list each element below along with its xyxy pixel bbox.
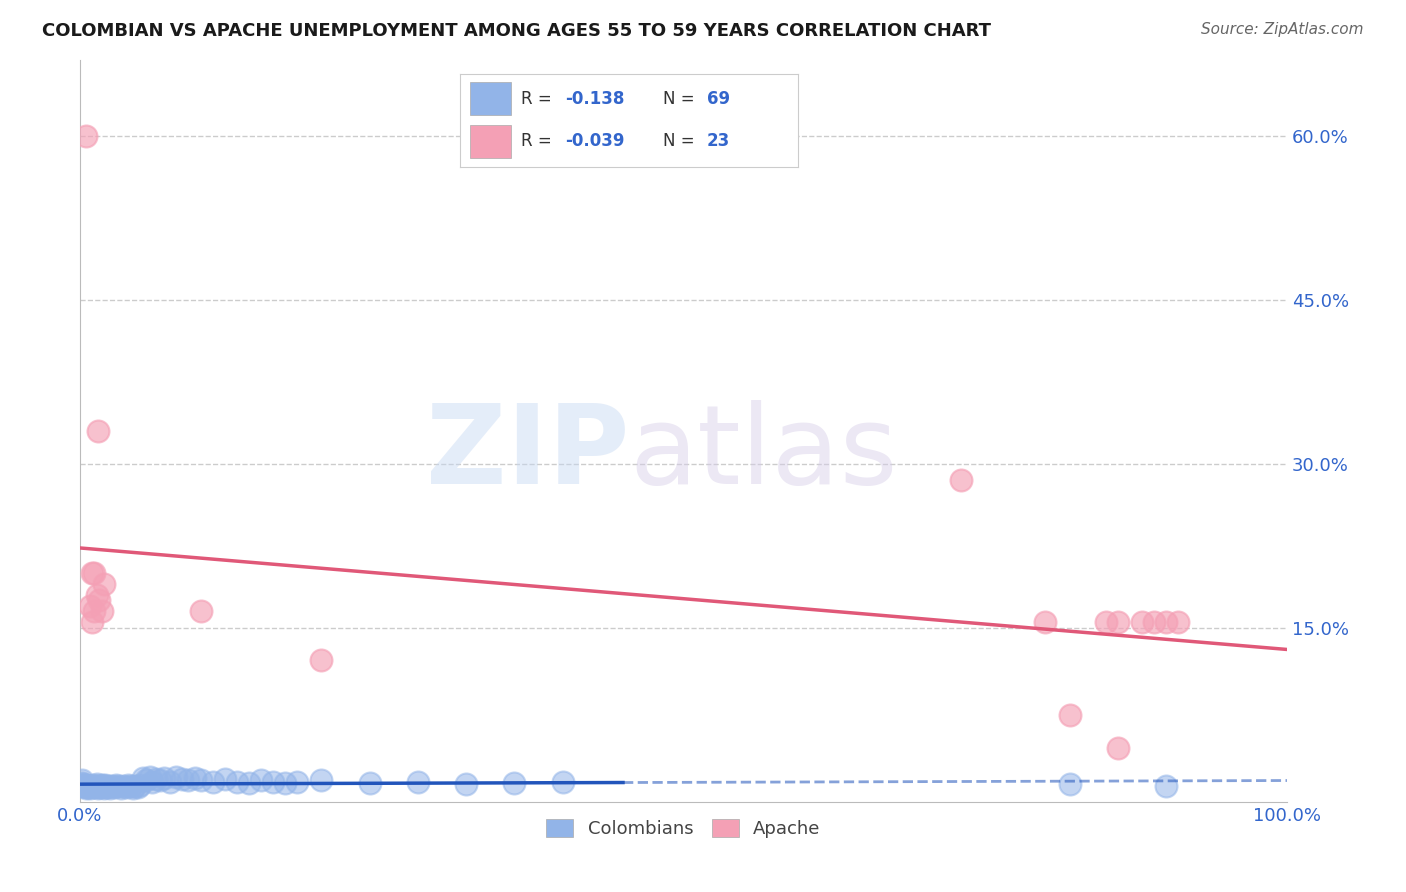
Point xyxy=(949,473,972,487)
Point xyxy=(112,779,135,793)
Point xyxy=(72,779,94,793)
Point xyxy=(145,772,167,787)
Point xyxy=(80,780,103,794)
Point xyxy=(127,780,149,794)
Point xyxy=(72,777,94,791)
Point xyxy=(1059,707,1081,722)
Point xyxy=(238,775,260,789)
Point xyxy=(90,604,112,618)
Point xyxy=(80,615,103,629)
Point xyxy=(83,604,105,618)
Point xyxy=(103,780,125,794)
Point xyxy=(110,780,132,795)
Point xyxy=(79,780,101,795)
Point xyxy=(1107,615,1129,629)
Point xyxy=(139,770,162,784)
Point xyxy=(86,588,108,602)
Point xyxy=(94,778,117,792)
Point xyxy=(503,775,526,789)
Point xyxy=(90,778,112,792)
Point xyxy=(89,780,111,794)
Point xyxy=(84,780,107,794)
Point xyxy=(183,771,205,785)
Point xyxy=(274,775,297,789)
Point xyxy=(120,779,142,793)
Point xyxy=(309,773,332,788)
Point xyxy=(72,775,94,789)
Point xyxy=(359,775,381,789)
Point xyxy=(107,779,129,793)
Point xyxy=(93,780,115,795)
Point xyxy=(177,773,200,788)
Point xyxy=(135,773,157,788)
Point xyxy=(72,773,94,788)
Point xyxy=(82,778,104,792)
Text: Source: ZipAtlas.com: Source: ZipAtlas.com xyxy=(1201,22,1364,37)
Point xyxy=(80,566,103,580)
Point xyxy=(250,773,273,788)
Point xyxy=(75,778,97,792)
Point xyxy=(89,593,111,607)
Point xyxy=(201,774,224,789)
Legend: Colombians, Apache: Colombians, Apache xyxy=(538,812,828,846)
Point xyxy=(91,779,114,793)
Point xyxy=(165,770,187,784)
Point xyxy=(76,780,98,794)
Point xyxy=(98,780,121,795)
Point xyxy=(122,780,145,795)
Point xyxy=(1154,779,1177,793)
Point xyxy=(86,777,108,791)
Point xyxy=(75,780,97,795)
Point xyxy=(148,773,170,788)
Point xyxy=(75,129,97,144)
Point xyxy=(1059,777,1081,791)
Point xyxy=(1167,615,1189,629)
Point xyxy=(70,779,93,793)
Point xyxy=(159,774,181,789)
Point xyxy=(1035,615,1057,629)
Point xyxy=(89,779,111,793)
Point xyxy=(1154,615,1177,629)
Point xyxy=(190,773,212,788)
Point xyxy=(131,771,153,785)
Point xyxy=(87,424,110,438)
Text: ZIP: ZIP xyxy=(426,400,628,507)
Point xyxy=(93,577,115,591)
Point xyxy=(153,771,176,785)
Text: atlas: atlas xyxy=(628,400,897,507)
Point xyxy=(77,779,100,793)
Point xyxy=(83,566,105,580)
Point xyxy=(214,772,236,787)
Point xyxy=(406,774,429,789)
Point xyxy=(73,779,96,793)
Point xyxy=(172,772,194,787)
Point xyxy=(1143,615,1166,629)
Point xyxy=(456,777,478,791)
Point xyxy=(262,774,284,789)
Point xyxy=(105,778,128,792)
Point xyxy=(79,599,101,613)
Point xyxy=(96,780,118,794)
Point xyxy=(1130,615,1153,629)
Text: COLOMBIAN VS APACHE UNEMPLOYMENT AMONG AGES 55 TO 59 YEARS CORRELATION CHART: COLOMBIAN VS APACHE UNEMPLOYMENT AMONG A… xyxy=(42,22,991,40)
Point xyxy=(141,774,163,789)
Point xyxy=(551,774,574,789)
Point xyxy=(190,604,212,618)
Point xyxy=(1107,740,1129,755)
Point xyxy=(129,778,152,792)
Point xyxy=(114,780,136,794)
Point xyxy=(97,779,120,793)
Point xyxy=(117,778,139,792)
Point xyxy=(83,779,105,793)
Point xyxy=(87,780,110,795)
Point xyxy=(285,774,308,789)
Point xyxy=(309,653,332,667)
Point xyxy=(80,779,103,793)
Point xyxy=(101,779,124,793)
Point xyxy=(124,779,146,793)
Point xyxy=(225,774,247,789)
Point xyxy=(1094,615,1116,629)
